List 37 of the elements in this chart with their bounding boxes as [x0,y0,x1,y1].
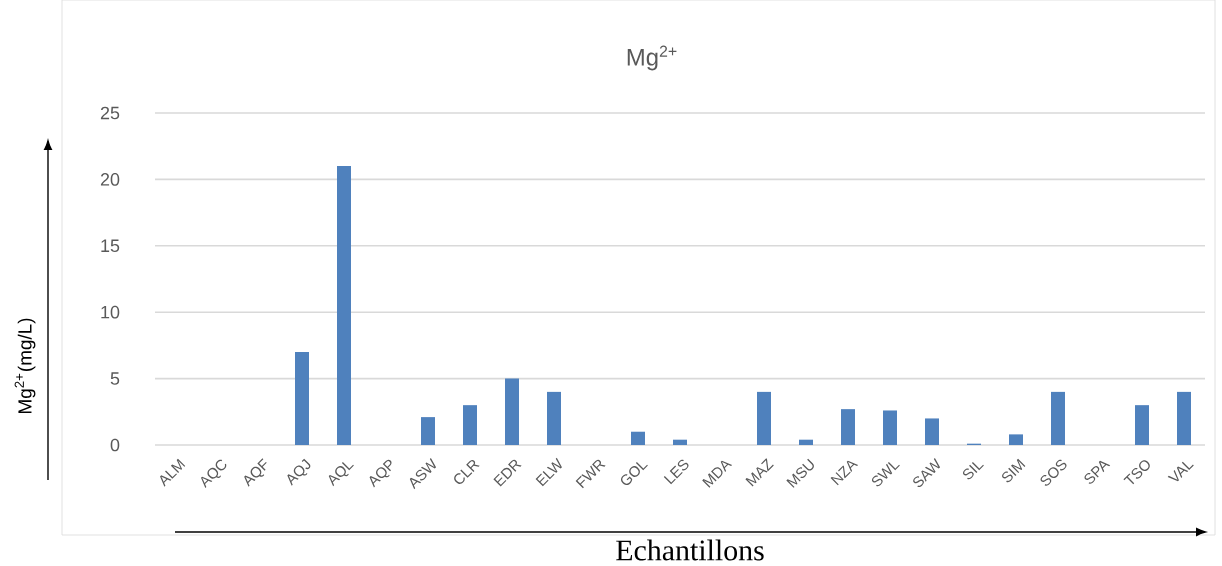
bar [505,378,520,445]
y-tick-label: 25 [100,106,120,120]
x-tick-label: TSO [1123,460,1150,485]
x-tick-label: GOL [620,461,648,486]
bar [547,391,562,445]
x-axis-title: Echantillons [616,539,764,561]
bar [421,417,436,445]
x-tick-label: SPA [1084,460,1111,484]
bar [1135,405,1150,445]
x-tick-label: SIM [1002,458,1026,483]
x-tick-label: VAL [1167,461,1194,482]
bar [631,431,646,445]
bar [295,352,309,445]
bar [925,418,940,445]
bar [1009,434,1024,445]
y-tick-label: 20 [100,173,120,186]
bar [673,439,688,445]
bar [337,166,351,445]
x-tick-label: SIL [962,461,984,480]
y-tick-label: 0 [110,438,120,452]
bar [757,391,772,445]
chart-title: Mg$^{2+}$ [627,45,677,71]
y-axis-title: Mg$^{2+}$(mg/L) [14,318,36,413]
y-tick-label: 5 [110,372,120,385]
y-tick-label: 15 [101,239,120,253]
bar [841,409,856,445]
x-tick-label: LES [663,459,689,485]
x-tick-label: CLR [454,459,480,484]
bar [463,405,478,445]
bar [1177,391,1192,445]
bar [799,439,814,445]
y-tick-label: 10 [101,305,120,319]
x-tick-label: AQL [328,461,354,487]
bar [1051,391,1066,445]
bar [883,410,898,445]
x-tick-label: SWL [871,461,900,487]
x-tick-label: NZA [830,460,859,486]
